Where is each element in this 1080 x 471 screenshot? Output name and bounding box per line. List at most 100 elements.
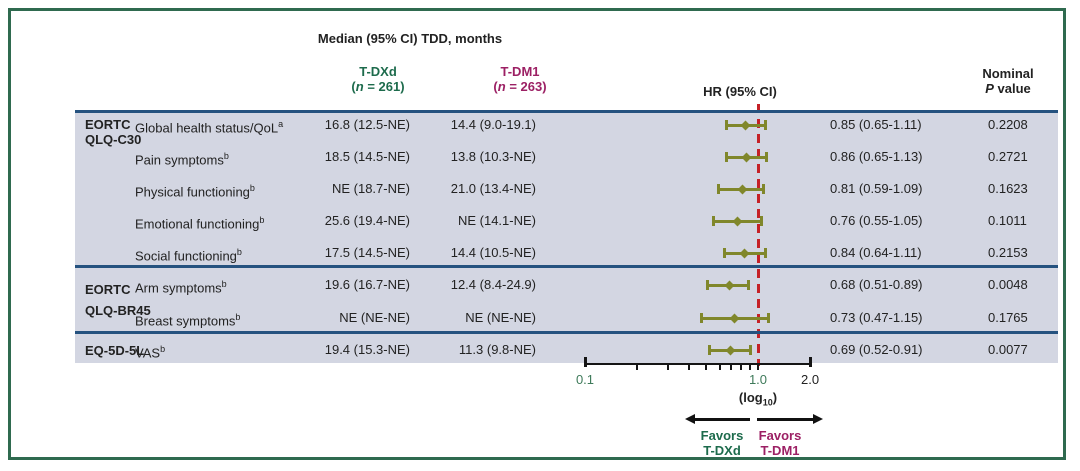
tdm1-median-value: 13.8 (10.3-NE)	[450, 149, 536, 164]
favors-tdxd-label: Favors T-DXd	[687, 428, 757, 458]
ci-cap-low	[700, 313, 704, 323]
rule-mid-1	[75, 265, 1058, 268]
ci-cap-high	[747, 280, 751, 290]
rule-mid-2	[75, 331, 1058, 334]
tdm1-median-value: 12.4 (8.4-24.9)	[450, 277, 536, 292]
tdm1-median-value: 14.4 (9.0-19.1)	[450, 117, 536, 132]
x-axis-tick-label: 1.0	[748, 372, 768, 387]
p-value: 0.2208	[988, 117, 1028, 132]
table-shaded-band	[75, 110, 1058, 363]
row-label: Breast symptomsb	[135, 312, 241, 329]
tdm1-median-value: NE (NE-NE)	[465, 310, 536, 325]
pvalue-line2: P value	[985, 81, 1031, 96]
p-value: 0.1765	[988, 310, 1028, 325]
ci-cap-low	[724, 152, 728, 162]
favors-left-line1: Favors	[700, 428, 744, 443]
tdxd-median-value: 19.6 (16.7-NE)	[324, 277, 410, 292]
ci-cap-low	[707, 345, 711, 355]
ci-cap-high	[759, 216, 763, 226]
group-label: EORTC	[85, 117, 131, 132]
row-label: Physical functioningb	[135, 183, 255, 200]
row-label: Arm symptomsb	[135, 279, 227, 296]
hr-ci-value: 0.85 (0.65-1.11)	[830, 117, 922, 132]
hr-ci-value: 0.81 (0.59-1.09)	[830, 181, 923, 196]
tdxd-n-count: (n = 261)	[351, 79, 405, 94]
column-header-tdxd: T-DXd (n = 261)	[318, 64, 438, 94]
tdm1-median-value: 14.4 (10.5-NE)	[450, 245, 536, 260]
row-label-superscript: a	[278, 119, 284, 129]
group-label: QLQ-C30	[85, 132, 142, 147]
row-label: VASb	[135, 344, 166, 361]
x-axis-tick	[749, 365, 752, 370]
x-axis-tick	[636, 365, 639, 370]
ci-cap-low	[706, 280, 710, 290]
favors-right-arrow	[757, 418, 813, 421]
favors-left-arrowhead-icon	[685, 414, 695, 424]
tdxd-median-value: 17.5 (14.5-NE)	[324, 245, 410, 260]
figure-border	[8, 8, 1066, 460]
ci-cap-high	[763, 248, 767, 258]
row-label-superscript: b	[236, 247, 242, 257]
ci-cap-high	[766, 313, 770, 323]
ci-cap-high	[762, 184, 766, 194]
favors-left-line2: T-DXd	[703, 443, 741, 458]
tdm1-name: T-DM1	[500, 64, 540, 79]
tdm1-median-value: NE (14.1-NE)	[457, 213, 536, 228]
group-label: EQ-5D-5L	[85, 343, 145, 358]
p-value: 0.1623	[988, 181, 1028, 196]
tdxd-median-value: 19.4 (15.3-NE)	[324, 342, 410, 357]
hr-ci-value: 0.68 (0.51-0.89)	[830, 277, 923, 292]
row-label-superscript: b	[249, 183, 255, 193]
x-axis-tick-label: 0.1	[575, 372, 595, 387]
tdm1-n-count: (n = 263)	[493, 79, 547, 94]
row-label-superscript: b	[223, 151, 229, 161]
figure-title: Median (95% CI) TDD, months	[317, 31, 503, 46]
ci-cap-high	[763, 120, 767, 130]
reference-line-hr1	[756, 104, 760, 366]
x-axis-tick	[730, 365, 733, 370]
column-header-hr: HR (95% CI)	[703, 84, 777, 99]
favors-right-line1: Favors	[758, 428, 802, 443]
ci-cap-high	[765, 152, 769, 162]
hr-ci-value: 0.76 (0.55-1.05)	[830, 213, 923, 228]
tdxd-median-value: 18.5 (14.5-NE)	[324, 149, 410, 164]
hr-ci-value: 0.86 (0.65-1.13)	[830, 149, 923, 164]
tdm1-median-value: 21.0 (13.4-NE)	[450, 181, 536, 196]
p-value: 0.2721	[988, 149, 1028, 164]
ci-cap-low	[724, 120, 728, 130]
x-axis-line	[585, 363, 811, 365]
x-axis-tick	[757, 365, 759, 370]
ci-cap-low	[712, 216, 716, 226]
row-label: Global health status/QoLa	[135, 119, 284, 136]
row-label-superscript: b	[221, 279, 227, 289]
hr-ci-value: 0.69 (0.52-0.91)	[830, 342, 923, 357]
favors-right-line2: T-DM1	[760, 443, 800, 458]
hr-ci-value: 0.73 (0.47-1.15)	[830, 310, 923, 325]
log-subscript: 10	[762, 397, 773, 408]
favors-tdm1-label: Favors T-DM1	[745, 428, 815, 458]
tdxd-median-value: 25.6 (19.4-NE)	[324, 213, 410, 228]
tdxd-median-value: NE (18.7-NE)	[331, 181, 410, 196]
favors-right-arrowhead-icon	[813, 414, 823, 424]
ci-cap-low	[717, 184, 721, 194]
ci-cap-low	[723, 248, 727, 258]
x-axis-end-tick	[583, 357, 587, 367]
row-label: Social functioningb	[135, 247, 242, 264]
pvalue-line1: Nominal	[982, 66, 1034, 81]
tdm1-median-value: 11.3 (9.8-NE)	[458, 342, 536, 357]
x-axis-tick	[688, 365, 691, 370]
tdxd-median-value: NE (NE-NE)	[339, 310, 410, 325]
x-axis-tick	[740, 365, 743, 370]
p-value: 0.1011	[988, 213, 1027, 228]
x-axis-end-tick	[808, 357, 812, 367]
column-header-pvalue: Nominal P value	[948, 66, 1068, 96]
group-label: QLQ-BR45	[85, 303, 151, 318]
p-value: 0.0077	[988, 342, 1028, 357]
p-value: 0.2153	[988, 245, 1028, 260]
column-header-tdm1: T-DM1 (n = 263)	[460, 64, 580, 94]
x-axis-tick	[666, 365, 669, 370]
x-axis-tick	[704, 365, 707, 370]
ci-cap-high	[748, 345, 752, 355]
x-axis-tick-label: 2.0	[801, 372, 820, 387]
